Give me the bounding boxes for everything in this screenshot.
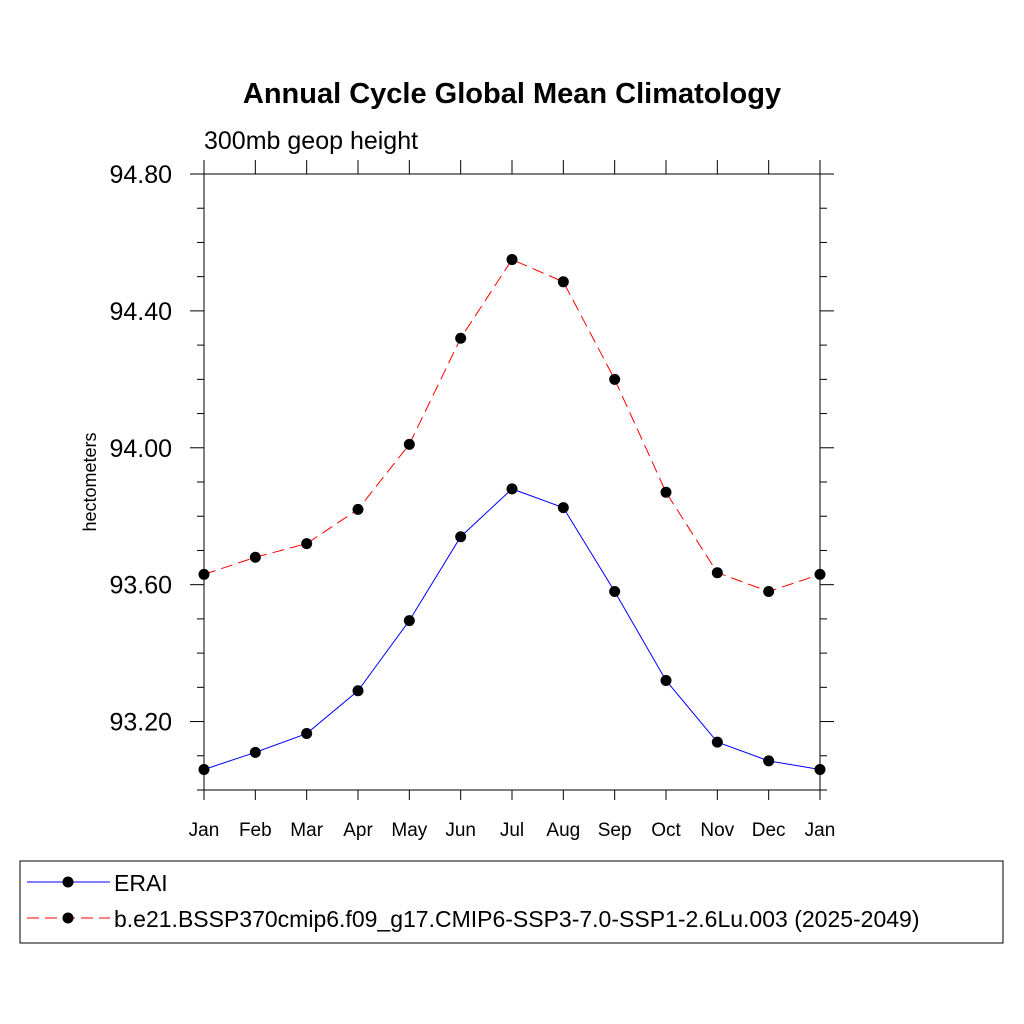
data-point-erai [763,755,775,767]
y-tick-label: 93.20 [109,709,172,737]
data-point-erai [506,483,518,495]
data-point-erai [609,586,621,598]
x-tick-label: May [391,820,427,841]
y-tick-label: 94.80 [109,161,172,189]
legend-marker-erai [62,876,74,888]
data-point-ssp [557,276,569,288]
data-point-ssp [660,486,672,498]
legend: ERAI b.e21.BSSP370cmip6.f09_g17.CMIP6-SS… [19,860,1004,944]
chart-title: Annual Cycle Global Mean Climatology [243,78,781,110]
x-tick-label: Dec [752,820,786,841]
data-point-erai [301,728,313,740]
x-tick-label: Jul [500,820,524,841]
legend-marker-ssp [62,912,74,924]
data-point-ssp [455,332,467,344]
y-tick-label: 94.00 [109,435,172,463]
x-tick-label: Jan [805,820,836,841]
x-tick-label: Apr [343,820,373,841]
x-tick-label: Sep [598,820,632,841]
data-point-erai [711,736,723,748]
data-point-ssp [711,567,723,579]
data-point-ssp [301,538,313,550]
x-tick-label: Nov [700,820,734,841]
chart-subtitle: 300mb geop height [204,127,418,155]
x-tick-label: Jan [189,820,220,841]
x-tick-label: Oct [651,820,681,841]
data-point-ssp [249,551,261,563]
data-point-ssp [352,503,364,515]
legend-box [19,860,1004,944]
data-point-erai [403,615,415,627]
data-point-erai [557,502,569,514]
axis-labels: Jan Feb Mar Apr May Jun Jul Aug Sep Oct Nov Dec Jan 9… [109,161,835,841]
data-point-erai [660,674,672,686]
data-series [198,254,826,775]
data-point-ssp [609,373,621,385]
data-point-erai [352,685,364,697]
data-point-ssp [763,586,775,598]
y-tick-label: 93.60 [109,572,172,600]
x-tick-label: Aug [546,820,580,841]
data-point-ssp [403,438,415,450]
data-point-erai [455,531,467,543]
legend-label-erai: ERAI [114,870,168,896]
data-point-ssp [506,254,518,266]
x-tick-label: Mar [290,820,323,841]
tick-marks [190,160,834,800]
legend-label-ssp: b.e21.BSSP370cmip6.f09_g17.CMIP6-SSP3-7.… [114,906,920,932]
y-tick-label: 94.40 [109,298,172,326]
x-tick-label: Feb [239,820,272,841]
plot-frame [203,173,821,791]
data-point-erai [249,746,261,758]
y-axis-label: hectometers [80,432,100,531]
x-tick-label: Jun [445,820,476,841]
